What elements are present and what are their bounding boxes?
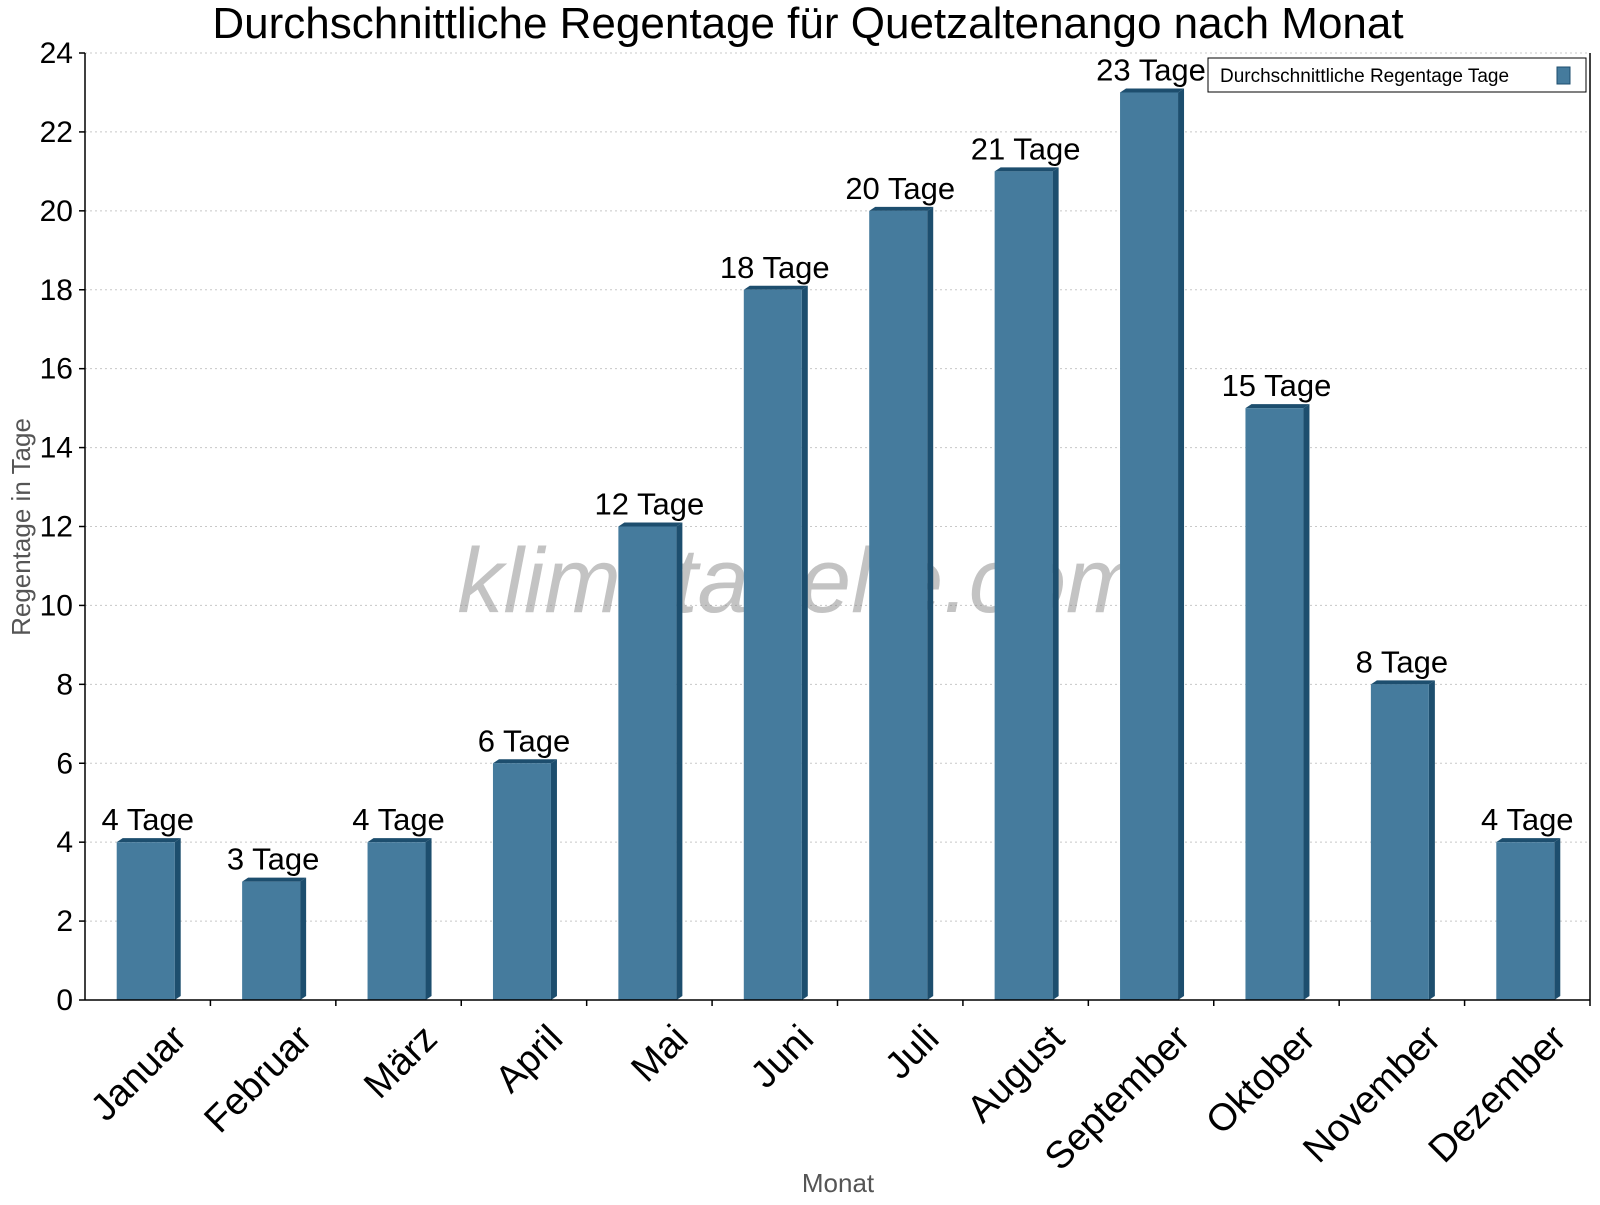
legend-box	[1207, 57, 1587, 93]
bar-side	[300, 877, 307, 1000]
x-tick-label: Mai	[624, 1017, 697, 1090]
bar	[743, 289, 802, 1000]
bar-data-label: 21 Tage	[971, 131, 1081, 166]
bar-side	[1303, 404, 1310, 1000]
bar-data-label: 20 Tage	[845, 171, 955, 206]
legend[interactable]: Durchschnittliche Regentage Tage	[1207, 57, 1587, 93]
bar-data-label: 8 Tage	[1356, 644, 1449, 679]
bar-side	[801, 285, 808, 1000]
y-tick-label: 0	[56, 984, 73, 1017]
bar-data-label: 4 Tage	[1481, 802, 1574, 837]
bar-side	[676, 522, 683, 1000]
x-tick-label: August	[959, 1017, 1073, 1131]
bar-top	[869, 206, 934, 211]
legend-label: Durchschnittliche Regentage Tage	[1220, 66, 1509, 87]
x-tick-label: Januar	[83, 1017, 195, 1129]
bar-data-label: 15 Tage	[1222, 368, 1332, 403]
y-tick-label: 16	[40, 353, 73, 386]
bar-top	[1245, 404, 1310, 409]
y-tick-label: 8	[56, 668, 73, 701]
bar-top	[242, 877, 307, 882]
y-tick-label: 18	[40, 274, 73, 307]
bar-top	[1496, 838, 1561, 843]
y-tick-label: 10	[40, 589, 73, 622]
bar	[994, 171, 1053, 1000]
bar	[618, 526, 677, 1000]
bar	[869, 210, 928, 1001]
bar-data-label: 6 Tage	[478, 723, 571, 758]
bar-side	[550, 759, 557, 1000]
bar-data-label: 18 Tage	[720, 250, 830, 285]
bar	[1245, 408, 1304, 1000]
y-axis-label: Regentage in Tage	[6, 418, 36, 636]
bar-side	[1428, 680, 1435, 1000]
y-tick-label: 20	[40, 195, 73, 228]
x-tick-label: April	[488, 1017, 571, 1100]
bar-top	[1370, 680, 1435, 685]
bar	[116, 842, 175, 1000]
bar-top	[994, 167, 1059, 172]
bar	[1496, 842, 1555, 1000]
grid-layer	[85, 52, 1590, 922]
bar-side	[1178, 88, 1185, 1001]
y-tick-label: 4	[56, 826, 73, 859]
bar-top	[1120, 88, 1185, 93]
y-tick-label: 12	[40, 511, 73, 544]
x-tick-label: März	[356, 1017, 445, 1106]
x-tick-label: Oktober	[1198, 1017, 1324, 1143]
x-tick-label: Februar	[197, 1017, 321, 1141]
bar-side	[174, 838, 181, 1000]
bars-layer: 4 Tage 3 Tage 4 Tage 6 Tage 12 Tage 18 Tage 20…	[101, 52, 1574, 1001]
bar	[367, 842, 426, 1000]
x-tick-label: Juni	[743, 1017, 822, 1096]
y-tick-label: 6	[56, 747, 73, 780]
bar-side	[927, 206, 934, 1001]
y-tick-label: 2	[56, 905, 73, 938]
legend-swatch	[1556, 66, 1571, 85]
x-axis-label: Monat	[802, 1168, 875, 1198]
chart-title: Durchschnittliche Regentage für Quetzalt…	[212, 0, 1403, 48]
bar-side	[1554, 838, 1561, 1000]
y-tick-label: 14	[40, 432, 73, 465]
bar-top	[492, 759, 557, 764]
x-tick-label: Dezember	[1421, 1017, 1575, 1171]
bar-top	[367, 838, 432, 843]
bar-side	[1052, 167, 1059, 1000]
bar-data-label: 23 Tage	[1096, 52, 1206, 87]
y-tick-label: 24	[40, 37, 73, 70]
y-tick-label: 22	[40, 116, 73, 149]
bar-data-label: 12 Tage	[594, 487, 704, 522]
bar-side	[425, 838, 432, 1000]
bar	[1120, 92, 1179, 1001]
bar-data-label: 4 Tage	[101, 802, 194, 837]
bar	[492, 763, 551, 1000]
x-tick-label: Juli	[877, 1017, 947, 1087]
bar-top	[618, 522, 683, 527]
bar	[242, 881, 301, 1000]
bar-top	[116, 838, 181, 843]
bar-data-label: 4 Tage	[352, 802, 445, 837]
bar-data-label: 3 Tage	[227, 842, 320, 877]
bar-top	[743, 285, 808, 290]
bar	[1370, 684, 1429, 1000]
